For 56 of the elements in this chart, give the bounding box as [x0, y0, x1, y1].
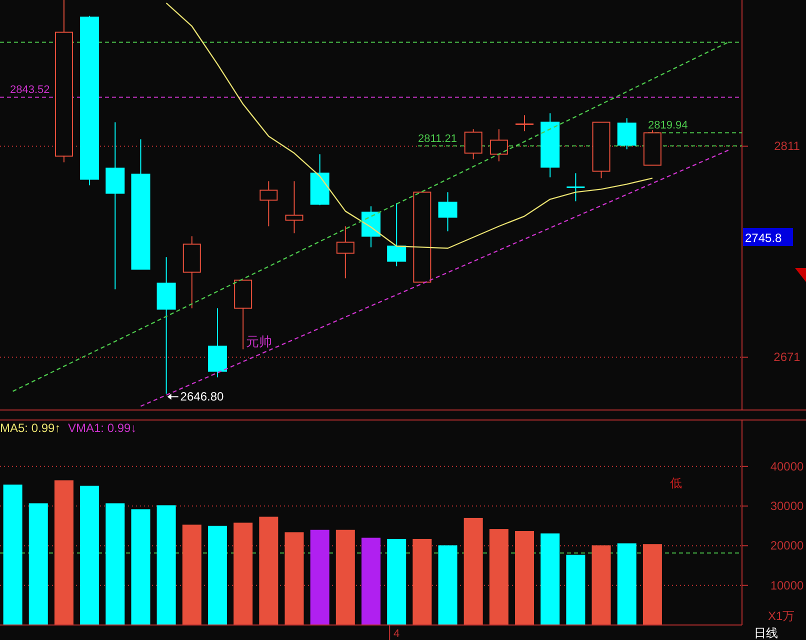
bar — [208, 526, 227, 625]
text: 2745.8 — [745, 231, 782, 245]
candlestick — [566, 172, 585, 202]
bar — [284, 532, 304, 625]
candlestick — [438, 192, 458, 232]
annotation: 元帅 — [246, 334, 272, 349]
bar — [566, 554, 586, 625]
bar — [515, 531, 534, 625]
bar — [592, 545, 611, 625]
bar — [80, 486, 100, 625]
y-tick-label: 40000 — [770, 459, 804, 474]
bar — [156, 505, 176, 625]
annotation: 2646.80 — [180, 390, 224, 404]
bar — [131, 509, 150, 625]
candlestick — [516, 114, 534, 132]
bar — [182, 524, 202, 625]
bar — [489, 529, 508, 625]
candlestick — [387, 202, 406, 267]
candlestick — [464, 128, 482, 160]
x-tick-label: 4 — [394, 628, 400, 640]
text: 日线 — [754, 626, 778, 640]
y-tick-label: 2671 — [774, 350, 801, 364]
candlestick — [617, 118, 636, 150]
bar — [387, 538, 406, 625]
annotation: 低 — [670, 476, 682, 490]
y-tick-label: 10000 — [770, 578, 804, 592]
bar — [336, 530, 355, 625]
bar — [259, 516, 278, 625]
bar — [234, 522, 253, 625]
candlestick — [362, 206, 380, 248]
y-tick-label: 2811 — [774, 139, 800, 154]
bar — [464, 518, 483, 625]
bar — [310, 530, 330, 625]
candlestick — [336, 226, 354, 279]
y-tick-label: 30000 — [770, 499, 804, 514]
bar — [3, 484, 22, 625]
bar — [540, 533, 560, 625]
candlestick — [490, 128, 508, 162]
bar — [54, 480, 74, 625]
annotation: MA5: 0.99↑ — [0, 421, 61, 435]
candlestick — [285, 180, 304, 234]
bar — [106, 503, 125, 625]
ref-line-label: 2819.94 — [648, 120, 688, 132]
bar — [438, 545, 458, 625]
line-series — [140, 149, 730, 407]
annotation: VMA1: 0.99↓ — [68, 421, 137, 435]
bar — [617, 543, 636, 625]
y-tick-label: 20000 — [770, 538, 804, 553]
bar — [28, 503, 48, 625]
ref-line-label: 2811.21 — [418, 132, 457, 145]
text: X1万 — [768, 609, 795, 623]
candlestick — [260, 180, 278, 227]
bar — [412, 538, 432, 625]
bar — [362, 538, 380, 625]
bar — [642, 544, 662, 625]
ref-line-label: 2843.52 — [10, 84, 50, 96]
